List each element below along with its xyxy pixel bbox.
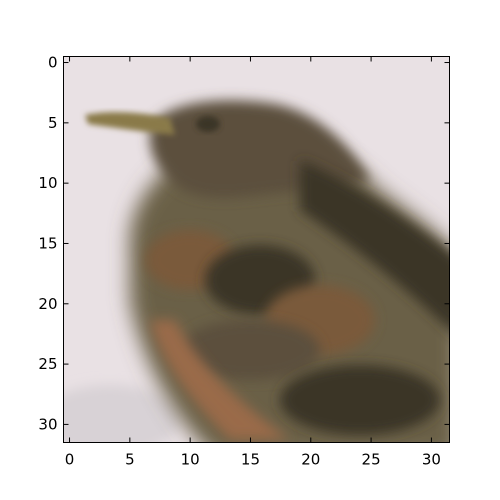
x-tick-label: 15 — [241, 451, 260, 469]
y-tick-label: 0 — [48, 54, 58, 72]
bird-underside — [150, 320, 290, 440]
wing-pattern — [180, 320, 320, 380]
x-tick-label: 10 — [181, 451, 200, 469]
wing-pattern — [280, 365, 440, 435]
background-shadow — [63, 385, 180, 443]
x-tick-label: 5 — [125, 451, 135, 469]
bird-eye — [196, 116, 220, 132]
x-tick-label: 25 — [362, 451, 381, 469]
bird-beak — [85, 112, 175, 135]
y-tick-label: 15 — [38, 234, 57, 252]
axes-frame — [63, 56, 450, 443]
x-tick-label: 30 — [422, 451, 441, 469]
x-axis: 0 5 10 15 20 25 30 — [65, 56, 441, 469]
bird-image — [63, 56, 450, 443]
y-tick-label: 30 — [38, 415, 57, 433]
bird-back — [300, 160, 450, 331]
x-tick-label: 0 — [65, 451, 75, 469]
y-tick-label: 5 — [48, 114, 58, 132]
y-tick-label: 20 — [38, 295, 57, 313]
y-axis: 0 5 10 15 20 25 30 — [38, 54, 450, 433]
y-tick-label: 10 — [38, 174, 57, 192]
y-tick-label: 25 — [38, 355, 57, 373]
x-tick-label: 20 — [301, 451, 320, 469]
